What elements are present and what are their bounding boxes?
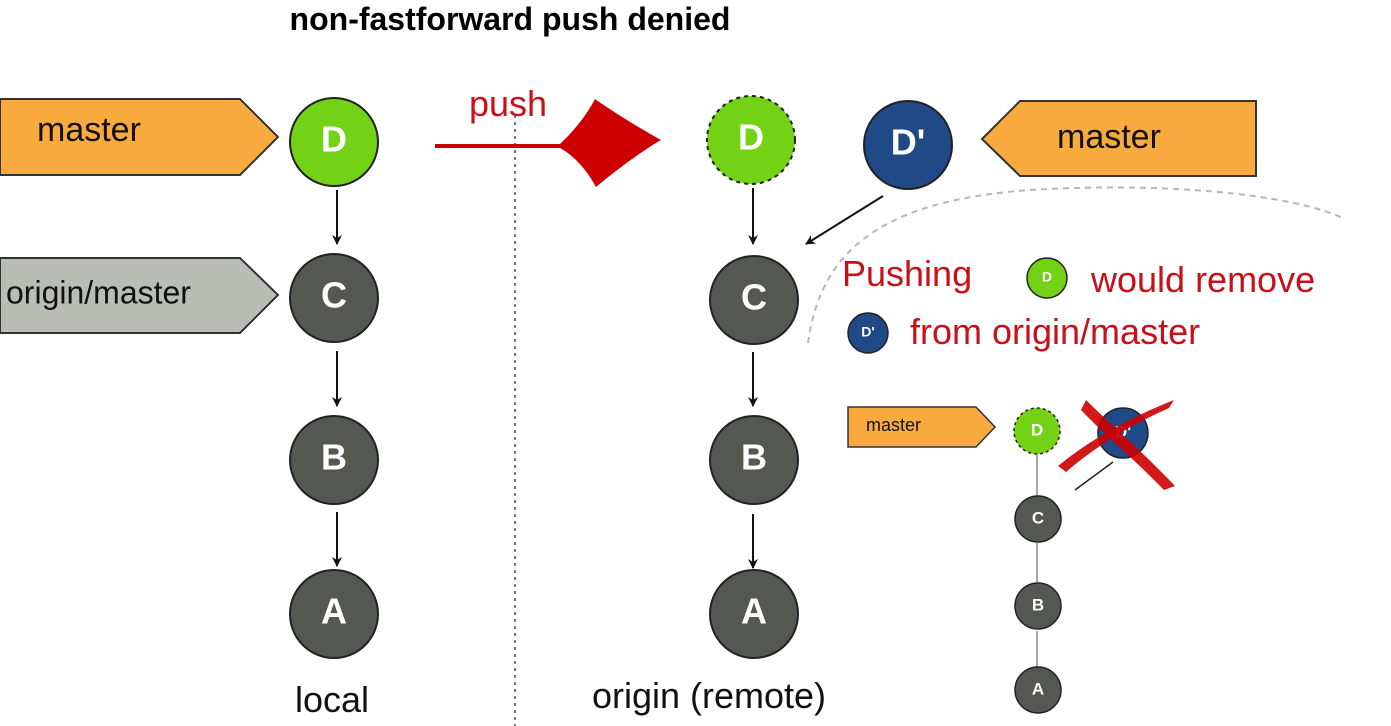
mini-commit-a: [1014, 666, 1062, 714]
local-commit-d-label: D: [321, 119, 347, 160]
mini-commit-a-label: A: [1032, 679, 1044, 698]
remote-commit-b: [709, 415, 799, 505]
local-commit-a-label: A: [321, 591, 347, 632]
mini-commit-b: [1014, 582, 1062, 630]
mini-link-dprime-c: [1074, 461, 1114, 491]
local-master-label: master: [37, 111, 141, 149]
mini-master-label: master: [866, 415, 921, 435]
local-master-tag: [0, 98, 280, 176]
push-label: push: [469, 83, 547, 124]
warning-d-node-label: D: [1042, 269, 1052, 285]
mini-commit-c-label: C: [1032, 508, 1044, 527]
mini-commit-d: [1013, 407, 1061, 455]
mini-removal-cross-stroke-b: [1058, 400, 1174, 472]
local-commit-a: [289, 569, 379, 659]
local-section-label: local: [295, 679, 369, 720]
remote-master-tag: [980, 100, 1257, 177]
mini-commit-b-label: B: [1032, 595, 1044, 614]
mini-commit-c: [1014, 495, 1062, 543]
remote-arrow-dprime-c: [805, 195, 884, 245]
remote-master-label: master: [1057, 118, 1161, 156]
local-origin-master-label: origin/master: [6, 274, 191, 310]
remote-pushed-commit-d-label: D: [738, 117, 764, 158]
mini-commit-d-label: D: [1031, 420, 1043, 439]
local-origin-master-tag: [0, 257, 280, 334]
warning-line2-suffix: from origin/master: [910, 311, 1200, 352]
remote-commit-c-label: C: [741, 277, 767, 318]
warning-dprime-node-label: D': [861, 324, 874, 340]
warning-line1-prefix: Pushing: [842, 253, 972, 294]
remote-commit-a-label: A: [741, 591, 767, 632]
diagram-title: non-fastforward push denied: [290, 1, 731, 37]
local-commit-b-label: B: [321, 437, 347, 478]
warning-line1-suffix: would remove: [1090, 259, 1315, 300]
mini-master-tag: [847, 406, 997, 448]
remote-commit-a: [709, 569, 799, 659]
mini-removal-cross-stroke-a: [1081, 400, 1175, 490]
local-commit-c-label: C: [321, 275, 347, 316]
warning-dashed-curve: [807, 186, 1346, 344]
local-commit-c: [289, 253, 379, 343]
remote-existing-commit-dprime-label: D': [891, 122, 926, 163]
remote-existing-commit-dprime: [863, 100, 953, 190]
push-arrow: [435, 99, 661, 187]
remote-pushed-commit-d: [706, 95, 796, 185]
remote-commit-c: [709, 255, 799, 345]
warning-d-node: [1026, 257, 1068, 299]
remote-commit-b-label: B: [741, 437, 767, 478]
warning-dprime-node: [847, 312, 889, 354]
local-commit-d: [289, 97, 379, 187]
local-commit-b: [289, 415, 379, 505]
remote-section-label: origin (remote): [592, 675, 826, 716]
